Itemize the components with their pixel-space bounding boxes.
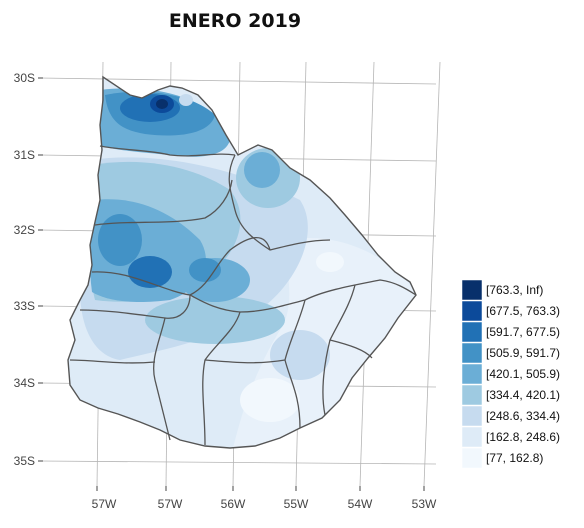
legend-label: [77, 162.8)	[486, 451, 543, 465]
legend-label: [505.9, 591.7)	[486, 346, 560, 360]
border-west-mid	[91, 236, 271, 296]
border-central-south	[153, 317, 171, 441]
legend-swatch	[461, 279, 483, 301]
lon-label: 55W	[284, 497, 309, 511]
grid-line-lon	[423, 61, 441, 487]
legend-label: [334.4, 420.1)	[486, 388, 560, 402]
legend-swatch	[461, 342, 483, 364]
legend-label: [248.6, 334.4)	[486, 409, 560, 423]
lat-label: 30S	[14, 71, 35, 85]
legend-label: [677.5, 763.3)	[486, 304, 560, 318]
legend-swatch	[461, 447, 483, 469]
field-zone-north-spot	[179, 94, 193, 106]
legend-label: [591.7, 677.5)	[486, 325, 560, 339]
legend: [763.3, Inf) [677.5, 763.3) [591.7, 677.5)…	[461, 279, 560, 469]
grid-line-lat	[39, 460, 437, 465]
field-zone-center-deep	[189, 258, 221, 282]
border-mid-south	[202, 311, 241, 446]
border-sw	[69, 359, 156, 364]
precipitation-field	[68, 77, 416, 448]
lat-label: 31S	[14, 148, 35, 162]
grid-line-lat	[39, 77, 437, 85]
field-zone-west-deeper	[128, 256, 172, 288]
axis-ticks	[38, 77, 425, 491]
department-borders	[69, 145, 417, 446]
lon-label: 57W	[158, 497, 183, 511]
lat-label: 33S	[14, 299, 35, 313]
lat-label: 32S	[14, 223, 35, 237]
country-outline	[67, 75, 417, 449]
legend-swatch	[461, 321, 483, 343]
field-zone-south-mid	[270, 330, 330, 380]
lon-label: 56W	[221, 497, 246, 511]
lon-label: 57W	[92, 497, 117, 511]
legend-swatch	[461, 384, 483, 406]
border-east-south	[322, 339, 331, 416]
border-south-mid	[204, 359, 286, 364]
legend-swatch	[461, 363, 483, 385]
field-zone-west-deep	[98, 214, 142, 266]
lon-label: 54W	[348, 497, 373, 511]
border-west-north	[94, 179, 233, 226]
legend-label: [420.1, 505.9)	[486, 367, 560, 381]
field-zone-north-max	[156, 99, 168, 109]
lat-labels: 30S 31S 32S 33S 34S 35S	[14, 71, 35, 468]
field-zone-lightest	[316, 252, 344, 272]
lat-label: 34S	[14, 376, 35, 390]
border-east-mid	[284, 299, 306, 429]
border-east	[329, 284, 373, 359]
map-title: ENERO 2019	[168, 10, 302, 32]
legend-label: [162.8, 248.6)	[486, 430, 560, 444]
legend-swatch	[461, 300, 483, 322]
field-zone-ne-dark	[244, 152, 280, 188]
lat-label: 35S	[14, 454, 35, 468]
legend-swatch	[461, 405, 483, 427]
field-zone-lightest	[240, 378, 300, 422]
legend-swatch	[461, 426, 483, 448]
border-ne	[228, 154, 331, 251]
lon-labels: 57W 57W 56W 55W 54W 53W	[92, 497, 437, 511]
field-zone-central-band	[145, 296, 285, 344]
border-north	[99, 145, 236, 157]
legend-label: [763.3, Inf)	[486, 283, 543, 297]
lon-label: 53W	[412, 497, 437, 511]
